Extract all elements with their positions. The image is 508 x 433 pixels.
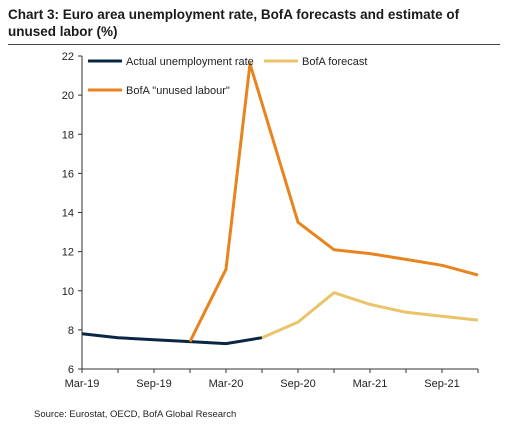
y-tick-label: 10: [62, 286, 74, 298]
chart-title: Chart 3: Euro area unemployment rate, Bo…: [8, 7, 460, 39]
x-tick-label: Sep-21: [424, 378, 459, 390]
legend-label: Actual unemployment rate: [126, 56, 254, 68]
y-tick-label: 16: [62, 168, 74, 180]
y-tick-label: 8: [68, 325, 74, 337]
series-line-3: [188, 62, 479, 343]
x-tick-label: Mar-21: [353, 378, 388, 390]
x-tick-label: Mar-19: [65, 378, 100, 390]
legend-label: BofA "unused labour": [126, 85, 230, 97]
axes: 6 8 10 12 14 16 18 20 22 Mar-19 Sep-19 Mar-20 Sep-20…: [62, 51, 479, 390]
y-tick-label: 12: [62, 247, 74, 259]
series-lines: [81, 62, 479, 346]
x-tick-label: Sep-19: [136, 378, 171, 390]
x-tick-label: Mar-20: [209, 378, 244, 390]
y-tick-label: 18: [62, 129, 74, 141]
y-tick-label: 14: [62, 208, 74, 220]
y-tick-label: 6: [68, 364, 74, 376]
y-tick-label: 22: [62, 51, 74, 63]
legend: Actual unemployment rate BofA forecast Bof…: [88, 56, 367, 97]
title-divider: [8, 44, 500, 45]
y-tick-label: 20: [62, 90, 74, 102]
series-line-2: [261, 291, 479, 340]
x-tick-label: Sep-20: [280, 378, 315, 390]
legend-label: BofA forecast: [302, 56, 367, 68]
series-line-1: [81, 332, 263, 346]
source-note: Source: Eurostat, OECD, BofA Global Rese…: [34, 409, 237, 420]
